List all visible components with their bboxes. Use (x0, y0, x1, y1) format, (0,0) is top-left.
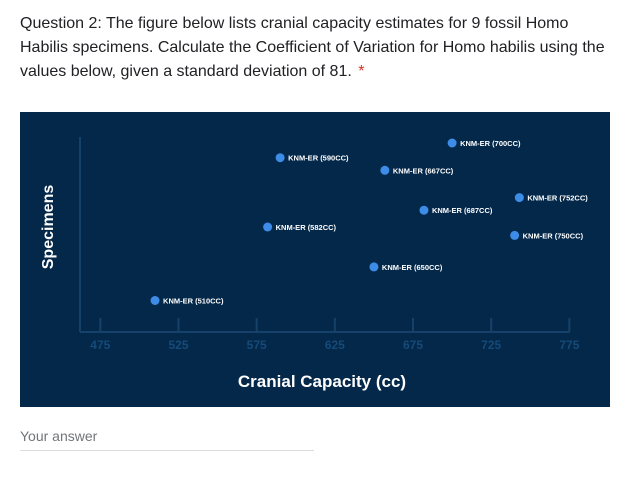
data-point-label: KNM-ER (750CC) (523, 231, 584, 240)
answer-input[interactable] (20, 426, 314, 451)
question-title: Question 2: The figure below lists crani… (20, 12, 610, 84)
data-point-label: KNM-ER (700CC) (460, 139, 521, 148)
chart-svg: 475 525 575 625 675 725 775 KNM-ER (510CC)KNM-… (40, 137, 588, 391)
data-point-label: KNM-ER (667CC) (393, 166, 454, 175)
x-axis-label: Cranial Capacity (cc) (238, 372, 406, 391)
chart-axes (79, 137, 570, 333)
data-point (150, 296, 160, 305)
x-tick-label: 725 (481, 338, 501, 352)
data-point (419, 205, 429, 215)
data-point-label: KNM-ER (650CC) (382, 263, 443, 272)
required-asterisk: * (358, 63, 365, 80)
scatter-chart: 475 525 575 625 675 725 775 KNM-ER (510CC) KNM-… (20, 112, 610, 407)
data-point-label: KNM-ER (590CC) (288, 154, 349, 163)
y-axis-label: Specimens (40, 185, 57, 270)
data-point-label: KNM-ER (582CC) (276, 223, 337, 232)
data-point (275, 153, 285, 163)
chart-points: KNM-ER (510CC) KNM-ER (582CC) KNM-ER (590C… (150, 138, 588, 306)
x-tick-label: 575 (247, 338, 267, 352)
x-tick-label: 475 (90, 338, 110, 352)
x-tick-label: 625 (325, 338, 345, 352)
data-point-label: KNM-ER (510CC) (163, 297, 224, 306)
data-point (514, 193, 524, 203)
x-tick-label: 775 (559, 338, 579, 352)
data-point (510, 230, 520, 240)
question-text: Question 2: The figure below lists crani… (20, 15, 605, 80)
x-tick-label: 675 (403, 338, 423, 352)
data-point-label: KNM-ER (687CC) (432, 206, 493, 215)
data-point (263, 222, 273, 232)
data-point (447, 138, 457, 148)
data-point (380, 165, 390, 175)
x-tick-label: 525 (168, 338, 188, 352)
data-point-label: KNM-ER (752CC) (527, 194, 588, 203)
chart-ticks: 475 525 575 625 675 725 775 (90, 318, 580, 352)
data-point (369, 262, 379, 272)
